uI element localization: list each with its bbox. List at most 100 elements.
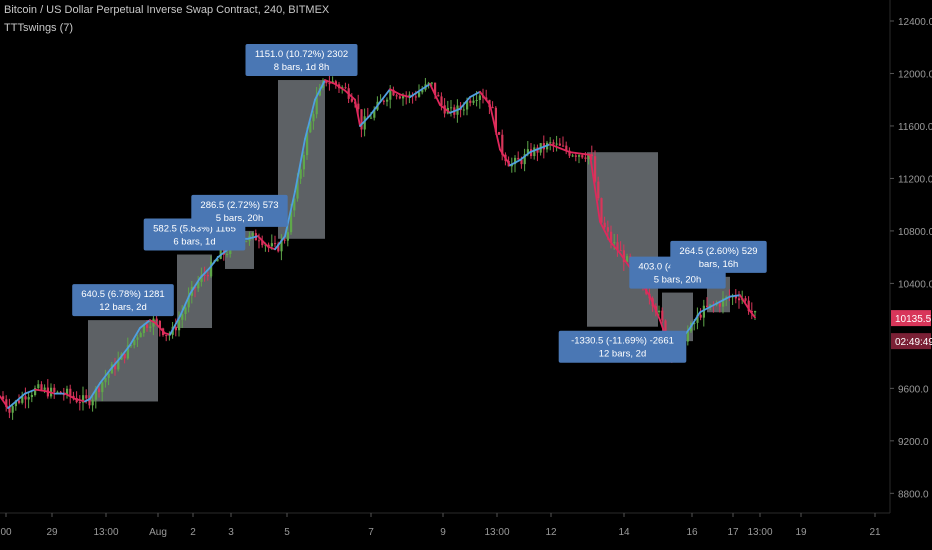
swing-line-segment: [64, 392, 76, 400]
candle-body: [616, 242, 619, 251]
candle-body: [437, 94, 440, 97]
candle-body: [370, 117, 373, 119]
candle-body: [517, 157, 520, 160]
candle-body: [155, 318, 158, 321]
swing-line-segment: [267, 245, 276, 251]
candle-body: [709, 304, 712, 308]
candle-body: [94, 388, 97, 400]
candle-body: [565, 145, 568, 151]
candle-body: [66, 388, 69, 395]
candle-body: [568, 150, 571, 156]
candle-body: [392, 89, 395, 96]
candle-body: [158, 320, 161, 329]
swing-line-segment: [199, 266, 211, 280]
swing-line-segment: [719, 295, 731, 303]
candle-body: [498, 132, 501, 135]
swing-line-segment: [119, 344, 131, 360]
candle-body: [325, 81, 328, 84]
candle-body: [696, 314, 699, 323]
candle-body: [469, 100, 472, 103]
swing-line-segment: [169, 315, 181, 336]
candle-body: [133, 339, 136, 346]
x-tick-label: 16: [686, 527, 698, 538]
swing-line-segment: [689, 311, 701, 329]
y-tick-label: 11200.0: [898, 174, 932, 185]
candle-body: [597, 181, 600, 199]
swing-label[interactable]: -1330.5 (-11.69%) -2661 12 bars, 2d: [558, 330, 687, 363]
candle-body: [258, 240, 261, 242]
candle-body: [610, 231, 613, 244]
swing-line-segment: [429, 83, 441, 106]
candle-body: [136, 337, 139, 340]
swing-line-segment: [189, 277, 201, 295]
candle-body: [296, 178, 299, 199]
candle-body: [91, 399, 94, 406]
candle-body: [360, 109, 363, 130]
price-tag-label: 10135.5: [895, 314, 932, 325]
y-tick-label: 10400.0: [898, 279, 932, 290]
candle-body: [277, 243, 280, 252]
candle-body: [718, 303, 721, 307]
candle-body: [30, 394, 33, 398]
candle-body: [466, 100, 469, 110]
y-tick-label: 12400.0: [898, 17, 932, 28]
candle-body: [21, 396, 24, 403]
x-tick-label: 13:00: [747, 527, 772, 538]
swing-line-segment: [324, 79, 336, 85]
candle-body: [114, 364, 117, 370]
candle-body: [750, 311, 753, 313]
swing-label-duration: 8 bars, 1d 8h: [274, 62, 329, 73]
swing-line-segment: [479, 90, 491, 106]
candle-body: [139, 332, 142, 338]
candle-body: [5, 399, 8, 407]
swing-line-segment: [499, 148, 511, 167]
swing-line-segment: [34, 388, 46, 392]
swing-line-segment: [294, 138, 306, 193]
candle-body: [357, 103, 360, 110]
candle-body: [475, 100, 478, 102]
candle-body: [571, 155, 574, 157]
candle-body: [555, 143, 558, 145]
candle-body: [427, 82, 430, 85]
swing-line-segment: [44, 390, 56, 395]
swing-line-segment: [579, 152, 591, 156]
swing-line-segment: [449, 107, 461, 114]
swing-line-segment: [24, 388, 36, 395]
candle-body: [578, 155, 581, 157]
swing-line-segment: [409, 89, 421, 98]
swing-line-segment: [609, 240, 621, 255]
swing-label[interactable]: 640.5 (6.78%) 1281 12 bars, 2d: [72, 284, 174, 317]
candle-body: [245, 240, 248, 242]
swing-line-segment: [7, 400, 17, 409]
candle-body: [78, 402, 81, 404]
indicator-label[interactable]: TTTswings (7): [4, 22, 74, 34]
candle-body: [274, 243, 277, 245]
swing-line-segment: [739, 294, 751, 312]
candle-body: [594, 156, 597, 182]
swing-line-segment: [304, 98, 316, 140]
candle-body: [450, 107, 453, 109]
candle-body: [734, 295, 737, 299]
candle-body: [562, 145, 565, 147]
swing-label-box: [558, 330, 687, 363]
swing-line-segment: [599, 220, 611, 243]
candle-body: [200, 274, 203, 282]
candle-body: [286, 232, 289, 241]
candle-body: [88, 398, 91, 406]
x-tick-label: 29: [46, 527, 58, 538]
candle-body: [626, 256, 629, 263]
candle-body: [302, 155, 305, 170]
swing-label[interactable]: 286.5 (2.72%) 573 5 bars, 20h: [191, 194, 288, 227]
swing-label[interactable]: 1151.0 (10.72%) 2302 8 bars, 1d 8h: [245, 44, 358, 77]
candle-body: [398, 96, 401, 99]
swing-line-segment: [344, 89, 356, 101]
swing-label[interactable]: 264.5 (2.60%) 529 bars, 16h: [670, 240, 767, 273]
candle-body: [181, 314, 184, 320]
candle-body: [558, 143, 561, 146]
swing-line-segment: [274, 235, 286, 251]
candle-body: [747, 300, 750, 312]
swing-line-segment: [489, 104, 501, 151]
swing-line-segment: [284, 190, 296, 238]
y-tick-label: 10800.0: [898, 227, 932, 238]
